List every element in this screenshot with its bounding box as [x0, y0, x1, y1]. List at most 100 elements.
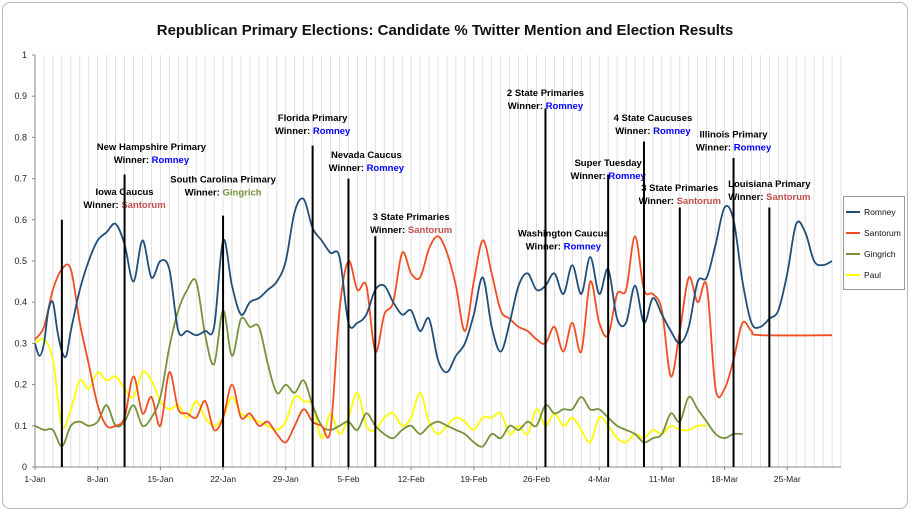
event-winner: Winner: Gingrich: [185, 188, 262, 199]
chart-title: Republican Primary Elections: Candidate …: [156, 22, 734, 39]
y-tick-label: 0.3: [14, 338, 27, 348]
winner-name: Romney: [564, 241, 602, 252]
x-tick-label: 25-Mar: [774, 474, 801, 484]
winner-name: Romney: [608, 171, 646, 182]
winner-prefix: Winner:: [370, 225, 408, 236]
event-name: 4 State Caucuses: [614, 113, 693, 124]
winner-name: Romney: [152, 155, 190, 166]
y-tick-label: 0.7: [14, 174, 27, 184]
winner-prefix: Winner:: [508, 101, 546, 112]
winner-name: Santorum: [121, 200, 165, 211]
event-winner: Winner: Santorum: [370, 225, 452, 236]
event-annotation: Florida Primary Winner: Romney: [275, 113, 351, 467]
winner-prefix: Winner:: [696, 142, 734, 153]
y-tick-label: 0.5: [14, 256, 27, 266]
event-winner: Winner: Romney: [508, 101, 584, 112]
event-winner: Winner: Romney: [696, 142, 772, 153]
x-tick-label: 12-Feb: [398, 474, 425, 484]
event-winner: Winner: Romney: [275, 126, 351, 137]
event-winner: Winner: Santorum: [83, 200, 165, 211]
legend-label: Gingrich: [864, 248, 896, 259]
x-tick-label: 8-Jan: [87, 474, 109, 484]
x-tick-label: 19-Feb: [460, 474, 487, 484]
event-name: Illinois Primary: [699, 129, 768, 140]
event-annotation: Washington Caucus Winner: Romney: [518, 228, 609, 467]
event-name: Florida Primary: [278, 113, 348, 124]
y-tick-label: 0.9: [14, 91, 27, 101]
chart-legend: Romney Santorum Gingrich Paul: [843, 196, 905, 290]
winner-name: Gingrich: [222, 188, 261, 199]
x-tick-label: 29-Jan: [273, 474, 299, 484]
x-tick-label: 22-Jan: [210, 474, 236, 484]
event-name: 3 State Primaries: [641, 183, 718, 194]
series-line-gingrich: [34, 278, 743, 448]
legend-swatch: [846, 210, 860, 213]
winner-prefix: Winner:: [570, 171, 608, 182]
y-tick-label: 0.2: [14, 380, 27, 390]
event-name: Louisiana Primary: [728, 179, 811, 190]
winner-prefix: Winner:: [728, 192, 766, 203]
winner-name: Romney: [367, 163, 405, 174]
legend-item-santorum: Santorum: [846, 222, 902, 243]
y-tick-label: 1: [22, 50, 27, 60]
series-line-santorum: [34, 235, 833, 444]
winner-prefix: Winner:: [114, 155, 152, 166]
y-tick-label: 0.1: [14, 421, 27, 431]
x-tick-label: 11-Mar: [649, 474, 675, 484]
series-line-paul: [34, 337, 707, 444]
winner-prefix: Winner:: [526, 241, 564, 252]
legend-label: Paul: [864, 269, 882, 280]
event-winner: Winner: Santorum: [728, 192, 810, 203]
legend-item-paul: Paul: [846, 264, 902, 285]
event-name: South Carolina Primary: [170, 175, 276, 186]
event-annotation: 3 State Primaries Winner: Santorum: [639, 183, 721, 467]
event-winner: Winner: Romney: [329, 163, 405, 174]
event-name: 2 State Primaries: [507, 88, 584, 99]
winner-name: Santorum: [408, 225, 452, 236]
event-annotation: Nevada Caucus Winner: Romney: [329, 150, 405, 467]
winner-prefix: Winner:: [83, 200, 121, 211]
winner-name: Romney: [734, 142, 772, 153]
event-name: Washington Caucus: [518, 228, 609, 239]
event-winner: Winner: Romney: [526, 241, 602, 252]
y-tick-label: 0.8: [14, 132, 27, 142]
event-name: New Hampshire Primary: [97, 142, 207, 153]
x-tick-label: 15-Jan: [147, 474, 173, 484]
winner-prefix: Winner:: [185, 188, 223, 199]
x-tick-label: 18-Mar: [711, 474, 738, 484]
x-tick-label: 5-Feb: [337, 474, 359, 484]
x-tick-label: 26-Feb: [523, 474, 550, 484]
event-winner: Winner: Santorum: [639, 196, 721, 207]
winner-name: Santorum: [766, 192, 810, 203]
winner-prefix: Winner:: [615, 126, 653, 137]
y-tick-label: 0.6: [14, 215, 27, 225]
winner-name: Romney: [313, 126, 351, 137]
legend-swatch: [846, 231, 860, 234]
event-winner: Winner: Romney: [615, 126, 691, 137]
legend-swatch: [846, 252, 860, 255]
legend-item-romney: Romney: [846, 201, 902, 222]
y-tick-label: 0.4: [14, 297, 27, 307]
event-winner: Winner: Romney: [114, 155, 190, 166]
winner-name: Santorum: [677, 196, 721, 207]
legend-item-gingrich: Gingrich: [846, 243, 902, 264]
event-annotation: 4 State Caucuses Winner: Romney: [614, 113, 693, 467]
event-name: 3 State Primaries: [373, 212, 450, 223]
winner-name: Romney: [653, 126, 691, 137]
x-tick-labels: 1-Jan 8-Jan 15-Jan 22-Jan 29-Jan 5-Feb 12-Feb 1…: [24, 467, 801, 484]
winner-prefix: Winner:: [329, 163, 367, 174]
y-tick-label: 0: [22, 462, 27, 472]
legend-label: Romney: [864, 206, 896, 217]
event-annotation: New Hampshire Primary Winner: Romney: [97, 142, 207, 467]
event-annotation: South Carolina Primary Winner: Gingrich: [170, 175, 277, 467]
y-tick-labels: 0 0.1 0.2 0.3 0.4 0.5 0.6 0.7 0.8 0.9 1: [14, 50, 35, 472]
winner-prefix: Winner:: [275, 126, 313, 137]
legend-swatch: [846, 273, 860, 276]
x-tick-label: 1-Jan: [24, 474, 46, 484]
event-name: Nevada Caucus: [331, 150, 402, 161]
event-winner: Winner: Romney: [570, 171, 646, 182]
event-annotation: Super Tuesday Winner: Romney: [570, 158, 647, 467]
